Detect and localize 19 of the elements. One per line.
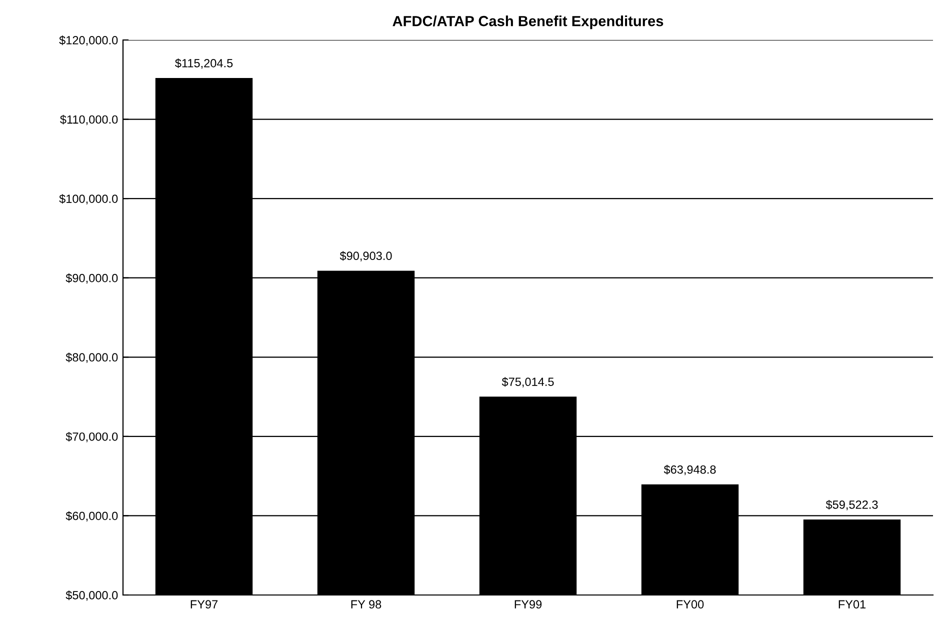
data-label: $63,948.8 [664,464,716,476]
x-tick-label: FY01 [838,600,866,609]
y-tick-label: $60,000.0 [66,511,118,522]
data-label: $75,014.5 [502,377,554,388]
y-tick-label: $80,000.0 [66,352,118,363]
x-tick-label: FY00 [676,600,704,609]
y-tick-label: $110,000.0 [60,114,118,126]
y-tick-label: $50,000.0 [66,590,118,601]
y-tick-label: $70,000.0 [66,432,118,442]
chart-title: AFDC/ATAP Cash Benefit Expenditures [392,16,664,30]
x-tick-label: FY 98 [351,600,382,609]
data-label: $59,522.3 [826,500,878,510]
y-tick-label: $90,000.0 [66,273,118,284]
y-tick-label: $100,000.0 [59,194,118,204]
data-label: $90,903.0 [340,251,392,262]
x-tick-label: FY97 [190,600,218,609]
y-tick-label: $120,000.0 [59,36,118,46]
data-label: $115,204.5 [175,58,233,69]
x-tick-label: FY99 [514,600,542,609]
